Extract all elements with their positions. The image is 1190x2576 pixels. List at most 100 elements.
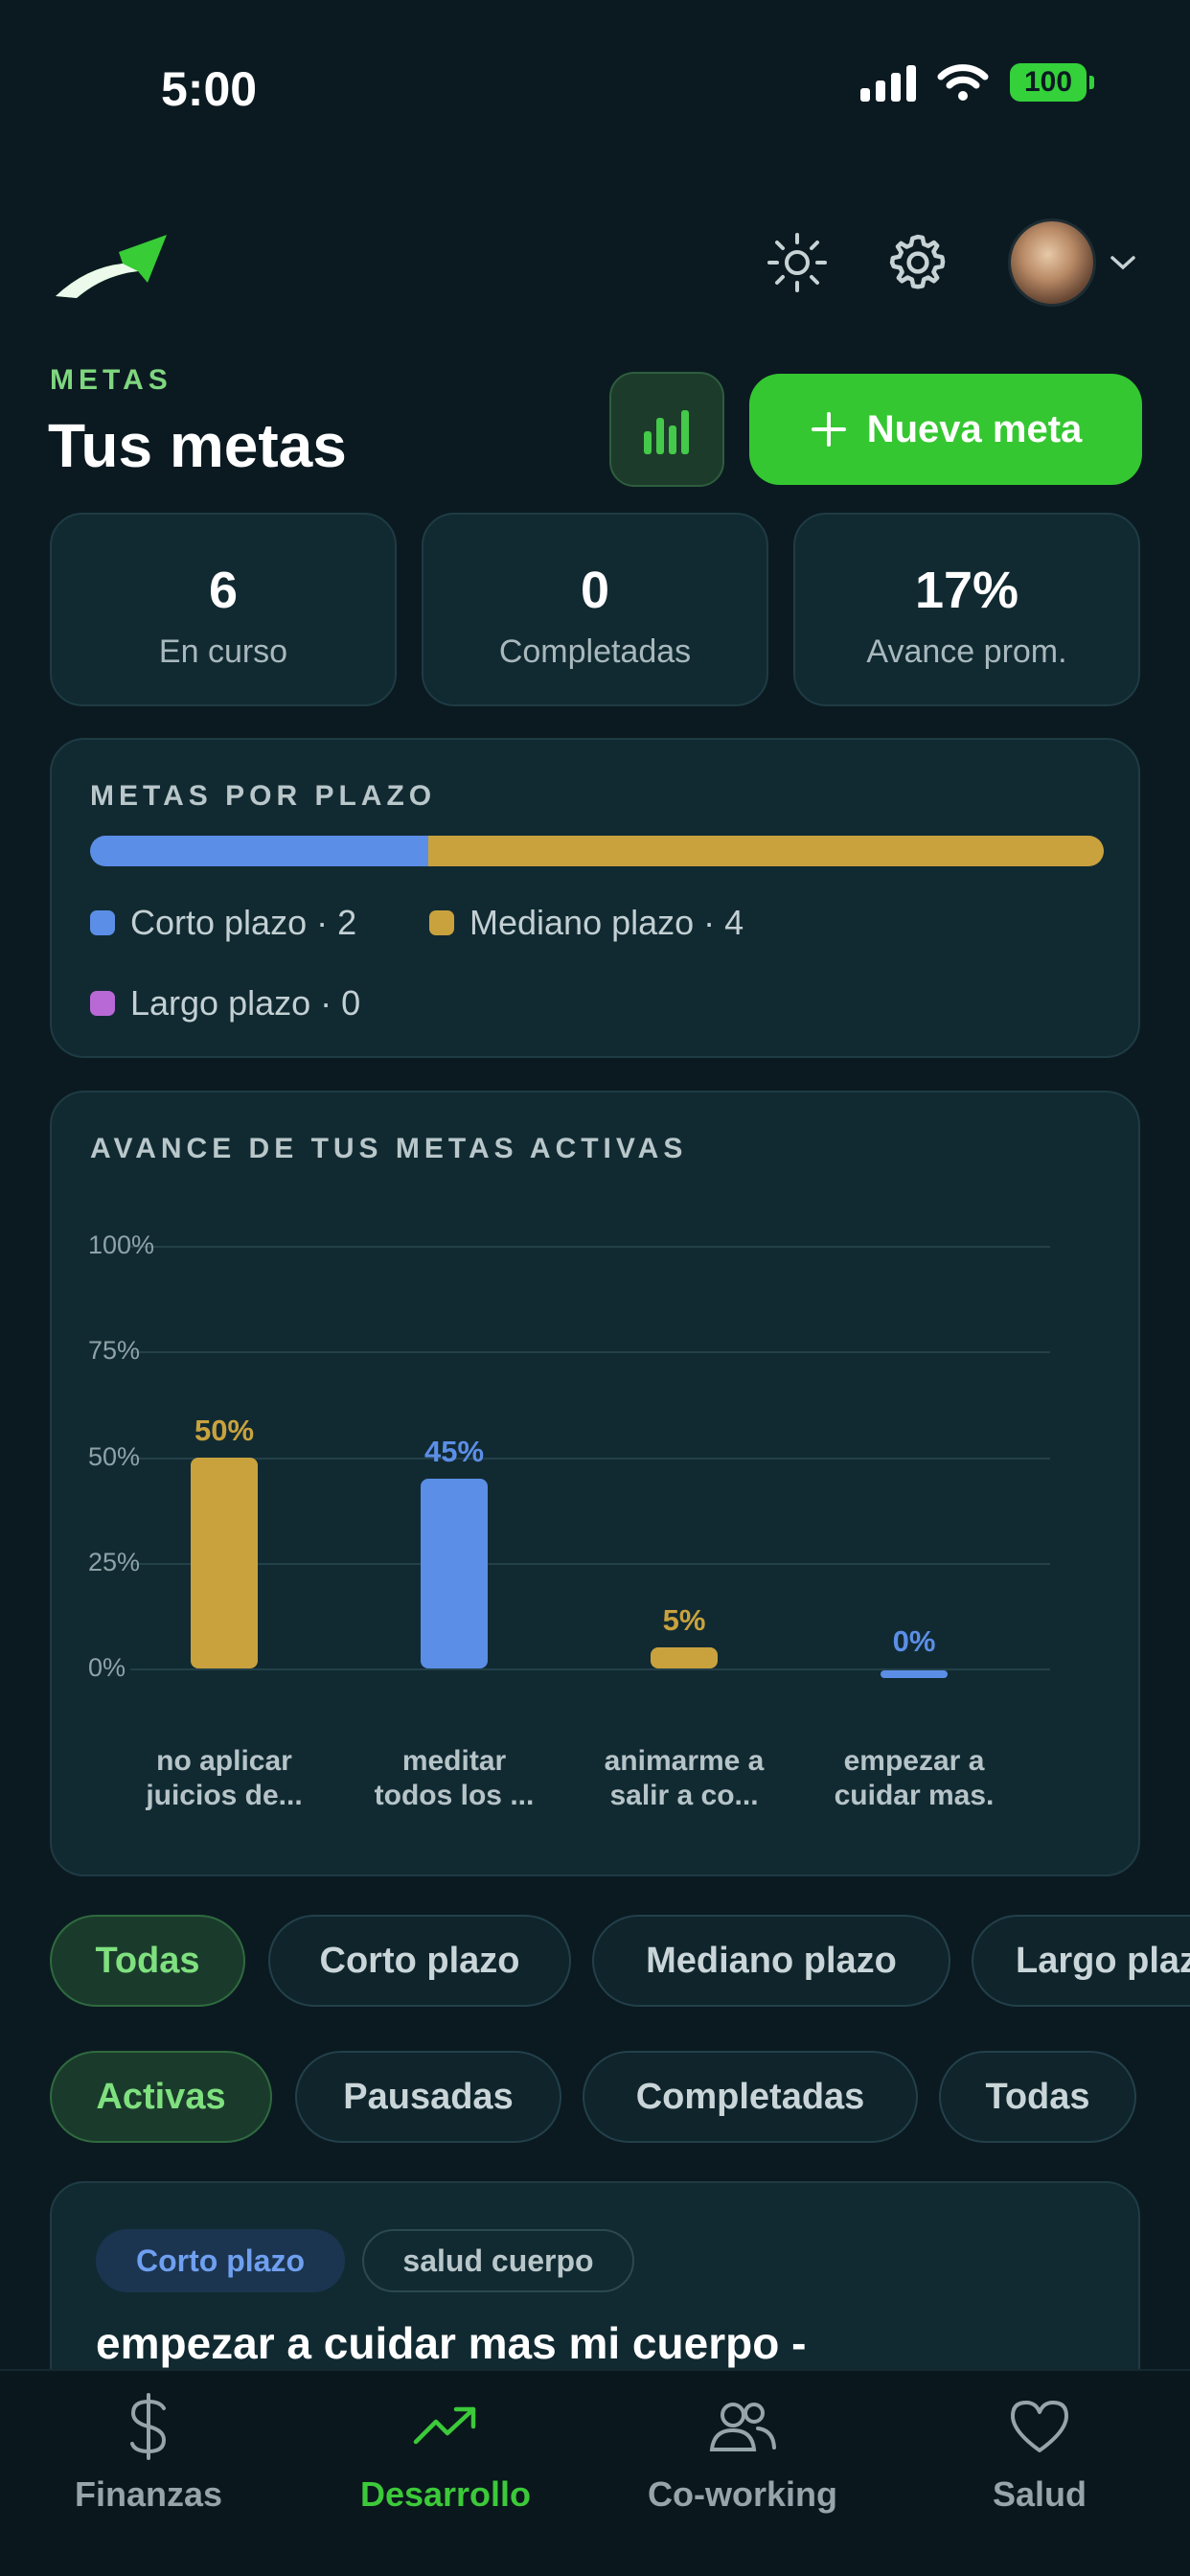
legend-mediano-plazo: Mediano plazo · 4 <box>429 903 744 943</box>
filter-plazo-mediano[interactable]: Mediano plazo <box>592 1915 950 2007</box>
legend-label: Largo plazo · 0 <box>130 983 361 1023</box>
chevron-down-icon <box>1110 256 1135 270</box>
legend-largo-plazo: Largo plazo · 0 <box>90 983 360 1024</box>
sun-icon <box>767 233 827 292</box>
x-category-line: meditar <box>401 1745 507 1777</box>
plazo-card: METAS POR PLAZO Corto plazo · 2 Mediano … <box>50 738 1140 1058</box>
gear-icon <box>889 234 946 289</box>
battery-icon: 100 <box>1010 63 1094 102</box>
bar-value-label: 0% <box>892 1624 936 1658</box>
x-category-line: salir a co... <box>609 1780 759 1811</box>
x-category-line: animarme a <box>604 1745 765 1777</box>
nav-item-finanzas[interactable]: Finanzas <box>34 2390 263 2515</box>
status-icons: 100 <box>860 63 1094 102</box>
stat-completadas: 0 Completadas <box>422 513 768 706</box>
trending-up-icon <box>413 2406 476 2445</box>
theme-toggle-button[interactable] <box>763 228 832 297</box>
plazo-segment-1 <box>427 836 1104 866</box>
y-tick-label: 100% <box>88 1230 155 1259</box>
settings-button[interactable] <box>883 228 952 297</box>
legend-corto-plazo: Corto plazo · 2 <box>90 903 356 943</box>
chart-gridline <box>130 1562 1050 1565</box>
plazo-distribution-bar <box>90 836 1104 866</box>
chart-bar[interactable] <box>881 1670 948 1678</box>
heart-icon <box>1011 2401 1068 2452</box>
nav-label: Finanzas <box>74 2474 223 2514</box>
nav-label: Salud <box>992 2474 1087 2514</box>
avatar <box>1008 218 1096 307</box>
plazo-segment-0 <box>90 836 428 866</box>
bar-value-label: 5% <box>662 1602 706 1637</box>
stat-label: Completadas <box>498 633 692 670</box>
battery-level: 100 <box>1010 63 1087 102</box>
bar-value-label: 50% <box>194 1413 255 1447</box>
y-tick-label: 25% <box>88 1547 141 1576</box>
new-goal-button[interactable]: Nueva meta <box>749 374 1142 485</box>
chart-bar[interactable] <box>421 1478 488 1668</box>
filter-estado-activas[interactable]: Activas <box>50 2051 272 2143</box>
dollar-icon <box>130 2393 167 2460</box>
x-category-label: animarme a salir a co... <box>579 1744 790 1813</box>
legend-label: Corto plazo · 2 <box>130 903 357 942</box>
x-category-label: empezar a cuidar mas. <box>809 1744 1019 1813</box>
legend-dot <box>90 910 115 935</box>
chart-gridline <box>130 1668 1050 1670</box>
bottom-nav: Finanzas Desarrollo Co-working <box>0 2369 1190 2576</box>
chart-bar[interactable] <box>651 1646 718 1668</box>
legend-dot <box>90 991 115 1016</box>
x-category-line: empezar a <box>843 1745 985 1777</box>
filter-plazo-largo[interactable]: Largo plazo <box>972 1915 1190 2007</box>
users-icon <box>709 2403 776 2451</box>
page-title: Tus metas <box>48 411 347 480</box>
nav-label: Co-working <box>648 2474 837 2514</box>
signal-icon <box>860 63 916 102</box>
filter-plazo-todas[interactable]: Todas <box>50 1915 245 2007</box>
chart-gridline <box>130 1457 1050 1460</box>
chart-bar[interactable] <box>191 1457 258 1668</box>
stats-view-button[interactable] <box>609 372 724 487</box>
goal-plazo-tag: Corto plazo <box>96 2229 345 2292</box>
nav-item-salud[interactable]: Salud <box>925 2390 1155 2515</box>
filter-estado-todas[interactable]: Todas <box>939 2051 1136 2143</box>
x-category-line: todos los ... <box>374 1780 535 1811</box>
y-tick-label: 0% <box>88 1653 126 1682</box>
x-category-line: juicios de... <box>146 1780 303 1811</box>
bar-value-label: 45% <box>423 1434 485 1468</box>
y-tick-label: 75% <box>88 1336 141 1366</box>
x-category-line: cuidar mas. <box>834 1780 995 1811</box>
new-goal-label: Nueva meta <box>866 407 1083 450</box>
y-tick-label: 50% <box>88 1441 141 1471</box>
goal-category-tag: salud cuerpo <box>362 2229 634 2292</box>
legend-label: Mediano plazo · 4 <box>469 903 744 942</box>
progress-card-title: AVANCE DE TUS METAS ACTIVAS <box>90 1133 688 1164</box>
plazo-card-title: METAS POR PLAZO <box>90 780 437 812</box>
wifi-icon <box>937 64 989 101</box>
goal-title: empezar a cuidar mas mi cuerpo - <box>96 2318 807 2368</box>
nav-item-desarrollo[interactable]: Desarrollo <box>331 2390 561 2515</box>
x-category-label: meditar todos los ... <box>349 1744 560 1813</box>
bar-chart-icon <box>644 410 689 454</box>
chart-gridline <box>130 1246 1050 1248</box>
stat-label: En curso <box>158 633 288 670</box>
stat-en-curso: 6 En curso <box>50 513 397 706</box>
section-eyebrow: METAS <box>50 364 172 396</box>
status-time: 5:00 <box>161 62 258 116</box>
app-logo[interactable] <box>48 216 172 308</box>
legend-dot <box>429 910 454 935</box>
filter-estado-completadas[interactable]: Completadas <box>583 2051 918 2143</box>
stat-avance: 17% Avance prom. <box>793 513 1140 706</box>
chart-gridline <box>130 1351 1050 1354</box>
filter-estado-pausadas[interactable]: Pausadas <box>295 2051 561 2143</box>
x-category-label: no aplicar juicios de... <box>119 1744 330 1813</box>
x-category-line: no aplicar <box>156 1745 292 1777</box>
stat-value: 17% <box>914 562 1019 619</box>
nav-item-coworking[interactable]: Co-working <box>628 2390 858 2515</box>
filter-plazo-corto[interactable]: Corto plazo <box>268 1915 571 2007</box>
stat-label: Avance prom. <box>866 633 1067 670</box>
profile-menu[interactable] <box>1008 218 1136 307</box>
stat-value: 0 <box>580 562 610 619</box>
plus-icon <box>811 412 846 447</box>
stat-value: 6 <box>208 562 239 619</box>
nav-label: Desarrollo <box>359 2474 532 2514</box>
